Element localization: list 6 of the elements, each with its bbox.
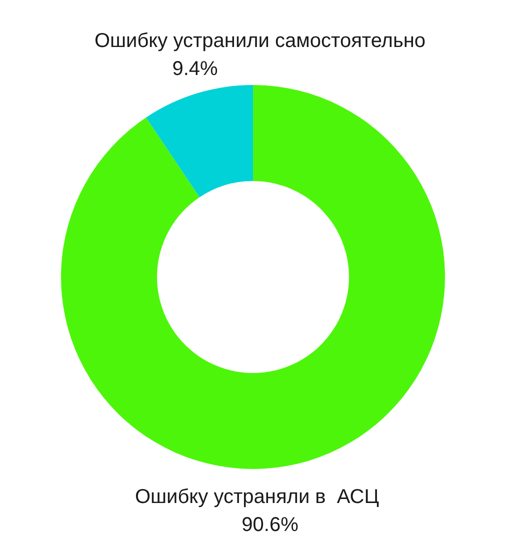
data-label: 9.4% <box>172 58 218 80</box>
donut-slice <box>146 85 253 198</box>
donut-slice <box>61 85 445 469</box>
slice-label: Ошибку устраняли в АСЦ <box>134 486 380 508</box>
data-label: 90.6% <box>242 514 299 536</box>
slice-label: Ошибку устранили самостоятельно <box>94 30 426 52</box>
